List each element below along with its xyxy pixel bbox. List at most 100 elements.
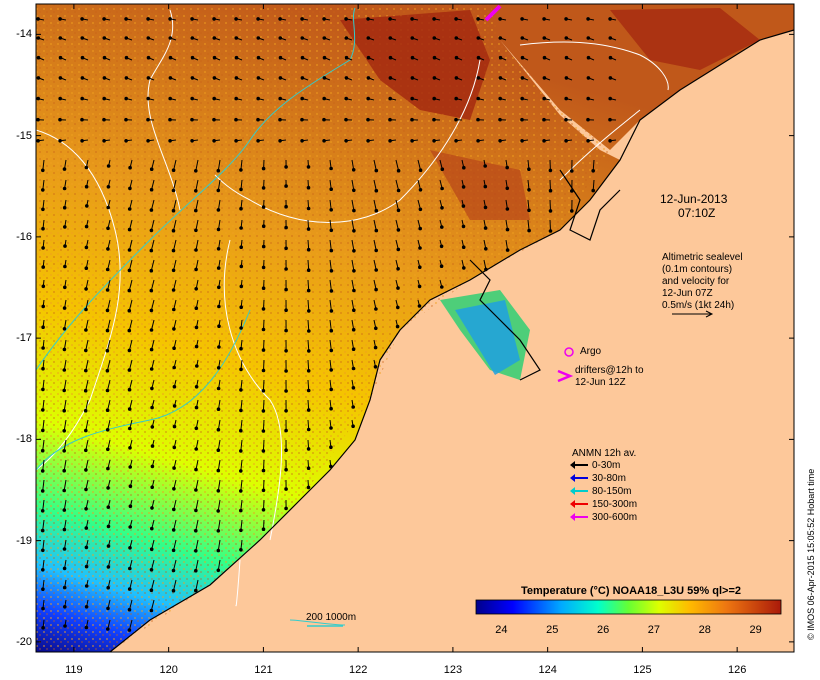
legend-label: 300-600m (592, 512, 638, 523)
velocity-arrow-head (63, 244, 67, 248)
velocity-arrow (262, 379, 265, 391)
velocity-arrow (106, 359, 111, 371)
velocity-arrow-head (106, 544, 111, 548)
velocity-arrow-head (278, 96, 283, 101)
velocity-arrow-head (520, 117, 524, 122)
velocity-arrow-head (102, 76, 107, 80)
velocity-arrow-head (127, 407, 132, 411)
velocity-arrow-head (84, 507, 88, 511)
velocity-arrow-head (190, 76, 195, 80)
velocity-arrow-head (216, 247, 221, 251)
velocity-arrow-head (36, 17, 40, 21)
velocity-arrow-head (239, 245, 243, 249)
velocity-arrow-head (388, 117, 392, 122)
velocity-arrow-head (586, 55, 591, 60)
velocity-arrow-head (149, 167, 154, 171)
velocity-arrow-head (344, 139, 348, 143)
velocity-arrow-head (102, 17, 106, 21)
velocity-arrow (307, 319, 310, 332)
argo-marker (564, 347, 574, 357)
velocity-arrow-head (261, 508, 266, 512)
velocity-arrow-head (62, 468, 66, 473)
velocity-arrow-head (395, 324, 400, 329)
velocity-arrow-head (41, 568, 45, 572)
velocity-arrow-head (194, 385, 199, 389)
velocity-arrow-head (239, 428, 243, 433)
velocity-arrow-head (41, 304, 46, 309)
velocity-arrow-head (454, 17, 458, 21)
velocity-arrow-head (498, 117, 502, 122)
sealevel-note-line: 12-Jun 07Z (662, 288, 713, 299)
velocity-arrow-head (150, 386, 154, 391)
velocity-arrow-head (102, 55, 107, 60)
velocity-arrow-head (261, 429, 266, 433)
velocity-arrow-head (84, 165, 89, 170)
velocity-arrow-head (284, 409, 288, 413)
velocity-arrow-head (128, 525, 132, 529)
velocity-arrow-head (352, 208, 356, 213)
velocity-arrow (329, 259, 332, 271)
velocity-arrow-head (608, 55, 613, 60)
velocity-arrow-head (256, 36, 261, 40)
velocity-arrow (195, 159, 199, 171)
velocity-arrow-head (234, 76, 239, 80)
lat-tick-label: -17 (16, 332, 32, 345)
velocity-arrow-head (351, 327, 356, 332)
velocity-arrow-head (461, 245, 466, 249)
velocity-arrow-head (146, 55, 151, 60)
velocity-arrow-head (149, 288, 154, 293)
velocity-arrow-head (300, 139, 304, 143)
velocity-arrow-head (476, 17, 480, 21)
velocity-arrow-head (586, 139, 590, 143)
legend-item: 150-300m (570, 499, 637, 510)
velocity-arrow-head (127, 607, 132, 612)
colorbar (475, 599, 782, 615)
legend-item: 80-150m (570, 486, 631, 497)
velocity-arrow-head (216, 529, 221, 533)
velocity-arrow-head (542, 36, 547, 40)
velocity-arrow-head (63, 624, 67, 628)
sealevel-note-line: Altimetric sealevel (662, 252, 743, 263)
velocity-arrow-head (322, 139, 326, 143)
velocity-arrow-head (84, 605, 89, 609)
velocity-arrow-head (366, 55, 371, 60)
velocity-arrow-head (417, 284, 422, 289)
velocity-arrow-head (84, 526, 89, 530)
velocity-arrow-head (498, 96, 503, 101)
velocity-arrow-head (322, 55, 327, 60)
velocity-arrow-head (150, 526, 154, 531)
velocity-arrow-head (106, 565, 111, 569)
velocity-arrow-head (374, 287, 378, 292)
velocity-arrow-head (40, 489, 45, 493)
velocity-arrow-head (62, 429, 66, 433)
velocity-arrow (150, 279, 155, 291)
velocity-arrow-head (80, 17, 84, 21)
velocity-arrow-head (306, 185, 311, 190)
velocity-arrow-head (344, 36, 349, 40)
velocity-arrow (262, 439, 265, 451)
legend-label: 0-30m (592, 460, 621, 471)
velocity-arrow-head (41, 428, 45, 433)
velocity-arrow-head (216, 489, 221, 493)
velocity-arrow-head (261, 327, 266, 332)
velocity-arrow-head (476, 96, 481, 101)
velocity-arrow-head (149, 588, 154, 593)
velocity-arrow-head (284, 204, 288, 209)
velocity-arrow-head (284, 308, 288, 313)
velocity-arrow-head (62, 347, 67, 352)
velocity-arrow-head (127, 308, 132, 313)
velocity-arrow-head (105, 388, 110, 393)
velocity-arrow-head (106, 447, 110, 452)
velocity-arrow-head (105, 288, 110, 292)
coastline (109, 29, 795, 653)
velocity-arrow-head (105, 348, 110, 353)
velocity-arrow-head (483, 164, 488, 168)
arrow-icon (570, 487, 588, 496)
velocity-arrow-head (194, 344, 199, 349)
colorbar-title: Temperature (°C) NOAA18_L3U 59% ql>=2 (521, 585, 741, 597)
velocity-arrow-head (608, 96, 613, 101)
velocity-arrow-head (542, 76, 547, 80)
velocity-arrow-head (124, 117, 128, 122)
velocity-arrow-head (373, 345, 378, 350)
velocity-arrow (63, 399, 67, 411)
